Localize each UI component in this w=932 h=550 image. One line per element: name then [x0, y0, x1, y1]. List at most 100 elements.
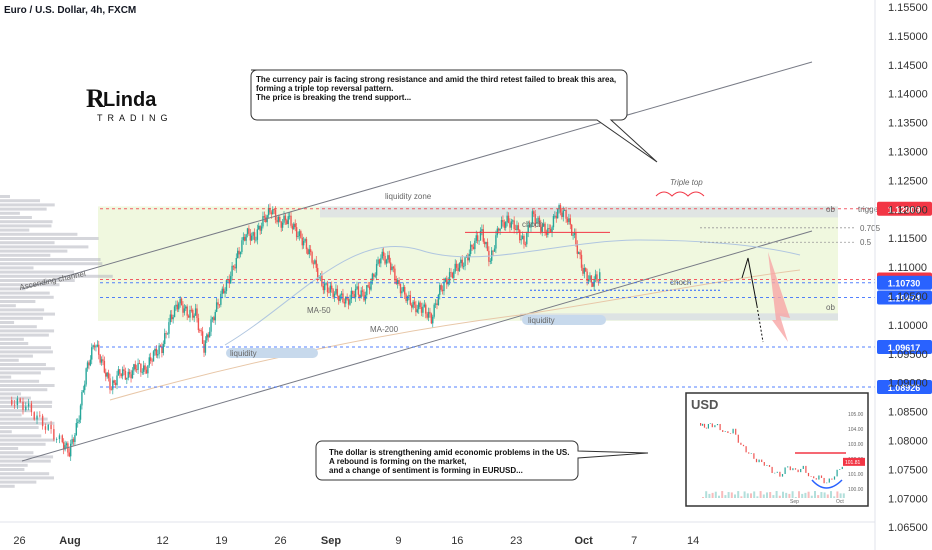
candle-body	[281, 222, 284, 228]
candle-body	[140, 363, 142, 373]
candle-body	[124, 370, 127, 380]
candle-body	[147, 365, 149, 374]
candle-body	[326, 283, 329, 293]
inset-volume-bar	[746, 493, 749, 498]
candle-body	[582, 267, 584, 274]
candle-body	[106, 372, 108, 377]
candle-body	[583, 268, 586, 274]
candle-body	[478, 240, 480, 242]
inset-volume-bar	[750, 493, 752, 498]
candle-body	[248, 228, 250, 234]
price-tick-label: 1.13000	[888, 147, 928, 159]
inset-volume-bar	[721, 491, 724, 498]
candle-body	[349, 299, 351, 305]
price-tick-label: 1.13500	[888, 118, 928, 130]
ma50-line	[224, 239, 801, 346]
inset-volume-bar	[826, 494, 829, 498]
candle-body	[238, 250, 240, 255]
volume-profile-bar	[0, 342, 29, 345]
candle-body	[39, 415, 41, 417]
volume-profile-bar	[0, 371, 41, 375]
candle-body	[169, 314, 172, 323]
annotation-bubble-2	[315, 440, 649, 481]
candle-body	[178, 303, 180, 310]
candle-body	[322, 285, 324, 291]
inset-candle	[787, 466, 789, 468]
down-arrow-icon	[768, 252, 790, 342]
level-tag-bg	[877, 379, 932, 394]
inset-volume-bar	[794, 496, 797, 498]
volume-profile-bar	[0, 321, 15, 324]
volume-profile-bar	[0, 253, 51, 257]
candle-body	[135, 369, 138, 371]
candle-body	[11, 400, 13, 405]
candle-body	[409, 295, 412, 305]
inset-volume-bar	[740, 496, 743, 498]
time-tick-label: Aug	[59, 535, 80, 547]
candle-body	[526, 232, 528, 245]
candle-body	[483, 241, 486, 245]
candle-body	[509, 222, 511, 228]
volume-profile-bar	[0, 258, 101, 261]
candle-body	[444, 278, 447, 282]
volume-profile-bar	[0, 451, 34, 455]
candle-body	[133, 364, 135, 371]
candle-body	[426, 313, 428, 318]
candle-body	[489, 260, 491, 262]
candle-body	[27, 403, 30, 407]
time-tick-label: 19	[215, 535, 227, 547]
inset-volume-bar	[778, 495, 781, 498]
volume-profile-bar	[0, 442, 46, 446]
candle-body	[218, 304, 221, 306]
candle-body	[145, 369, 148, 374]
candle-body	[356, 286, 358, 289]
inset-candle	[707, 423, 709, 429]
candle-body	[469, 244, 472, 255]
candle-body	[88, 362, 90, 366]
candle-body	[547, 228, 549, 235]
inset-candle	[826, 482, 828, 484]
candle-body	[579, 252, 581, 255]
price-axis[interactable]: 1.120091.107851.107301.104741.096171.089…	[874, 0, 932, 550]
candle-body	[70, 443, 72, 457]
volume-profile-bar	[0, 463, 28, 467]
level-tag-label: 1.12009	[888, 205, 921, 215]
candle-body	[189, 309, 191, 318]
inset-volume-bar	[724, 495, 727, 498]
candle-body	[79, 405, 82, 420]
candle-body	[566, 218, 569, 223]
volume-profile-bar	[0, 241, 55, 245]
candle-body	[554, 215, 556, 217]
volume-profile-bar	[0, 211, 20, 215]
candle-body	[441, 289, 444, 292]
candle-body	[558, 205, 560, 210]
candle-body	[214, 311, 216, 321]
inset-volume-bar	[823, 492, 826, 498]
candle-body	[345, 296, 347, 304]
candle-body	[158, 345, 160, 355]
volume-profile-bar	[0, 375, 12, 379]
time-axis[interactable]: 26 Aug 12 19 26 Sep 9 16 23 Oct 7 14	[0, 521, 875, 547]
inset-candle	[763, 462, 765, 466]
inset-price-tag-bg	[843, 457, 865, 466]
volume-profile-bar	[0, 228, 30, 232]
candle-body	[590, 275, 593, 283]
volume-profile-bar	[0, 249, 68, 253]
candle-body	[519, 230, 521, 241]
candle-body	[464, 257, 466, 266]
price-tick-label: 1.11000	[888, 262, 927, 274]
candle-body	[514, 229, 517, 231]
volume-profile-bar	[0, 337, 24, 341]
candle-body	[172, 317, 174, 320]
ma200-line	[109, 269, 801, 401]
logo-line2: TRADING	[97, 113, 173, 123]
inset-candle	[810, 476, 812, 477]
candle-body	[157, 354, 159, 356]
candle-body	[572, 235, 574, 236]
candle-body	[197, 318, 200, 331]
price-tick-label: 1.15000	[888, 31, 928, 43]
candle-body	[436, 303, 438, 306]
candle-body	[53, 429, 55, 440]
candle-body	[336, 288, 339, 296]
